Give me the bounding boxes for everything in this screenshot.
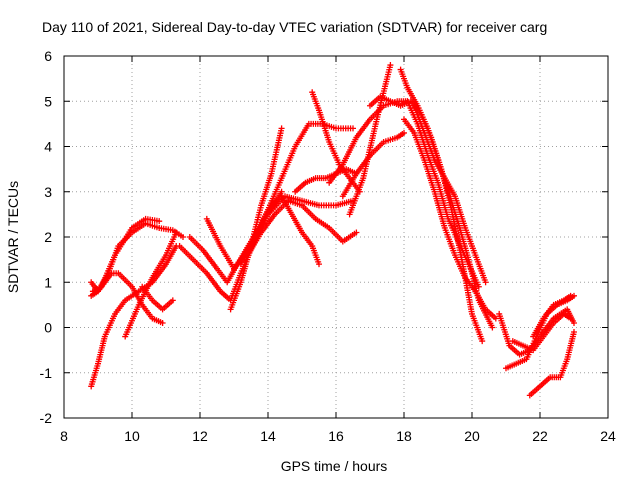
data-point bbox=[173, 229, 180, 236]
series-track-2 bbox=[89, 215, 163, 295]
data-point bbox=[571, 329, 577, 336]
y-tick-label: 3 bbox=[44, 184, 52, 200]
y-tick-label: 5 bbox=[44, 93, 52, 109]
x-tick-label: 20 bbox=[464, 428, 480, 444]
data-point bbox=[479, 338, 486, 345]
x-tick-label: 14 bbox=[260, 428, 276, 444]
series-track-12 bbox=[244, 197, 360, 259]
data-point bbox=[482, 279, 489, 286]
x-tick-label: 18 bbox=[396, 428, 412, 444]
series-track-13 bbox=[278, 193, 322, 268]
y-tick-label: 6 bbox=[44, 48, 52, 64]
data-point bbox=[571, 319, 577, 326]
data-point bbox=[159, 319, 166, 326]
series-track-5 bbox=[122, 229, 180, 340]
series-track-6 bbox=[139, 283, 176, 313]
data-point bbox=[350, 125, 356, 132]
series-track-18 bbox=[339, 129, 407, 200]
y-tick-label: -1 bbox=[40, 365, 53, 381]
series-track-23 bbox=[411, 102, 489, 286]
x-tick-label: 12 bbox=[192, 428, 208, 444]
y-tick-label: 4 bbox=[44, 139, 52, 155]
y-tick-label: 0 bbox=[44, 320, 52, 336]
series-track-16 bbox=[326, 98, 411, 186]
x-tick-label: 24 bbox=[600, 428, 616, 444]
data-point bbox=[169, 297, 176, 304]
x-tick-label: 16 bbox=[328, 428, 344, 444]
data-point bbox=[180, 234, 186, 240]
x-tick-label: 8 bbox=[60, 428, 68, 444]
y-axis-title: SDTVAR / TECUs bbox=[5, 181, 21, 293]
data-point bbox=[278, 125, 285, 132]
x-tick-label: 22 bbox=[532, 428, 548, 444]
data-point bbox=[401, 129, 407, 136]
series-track-26 bbox=[509, 310, 574, 354]
data-point bbox=[156, 218, 163, 225]
data-point bbox=[567, 292, 574, 299]
data-point bbox=[316, 261, 322, 268]
x-axis-title: GPS time / hours bbox=[281, 458, 388, 474]
data-point bbox=[387, 62, 394, 69]
series-track-21 bbox=[401, 116, 499, 322]
y-tick-label: 2 bbox=[44, 229, 52, 245]
y-tick-label: 1 bbox=[44, 274, 52, 290]
series-track-28 bbox=[530, 292, 574, 340]
chart-title: Day 110 of 2021, Sidereal Day-to-day VTE… bbox=[42, 19, 547, 35]
data-point bbox=[353, 229, 360, 236]
x-axis: 8 10 12 14 16 18 20 22 24 bbox=[60, 56, 616, 444]
data-point bbox=[475, 283, 482, 290]
series-track-27 bbox=[526, 329, 577, 399]
data-point bbox=[567, 315, 574, 322]
series-track-22 bbox=[404, 98, 482, 290]
y-tick-label: -2 bbox=[40, 410, 53, 426]
data-points bbox=[88, 62, 577, 399]
x-tick-label: 10 bbox=[124, 428, 140, 444]
series-track-11 bbox=[237, 120, 356, 268]
y-axis: -2 -1 0 1 2 3 4 5 6 bbox=[40, 48, 608, 426]
data-point bbox=[489, 324, 496, 331]
